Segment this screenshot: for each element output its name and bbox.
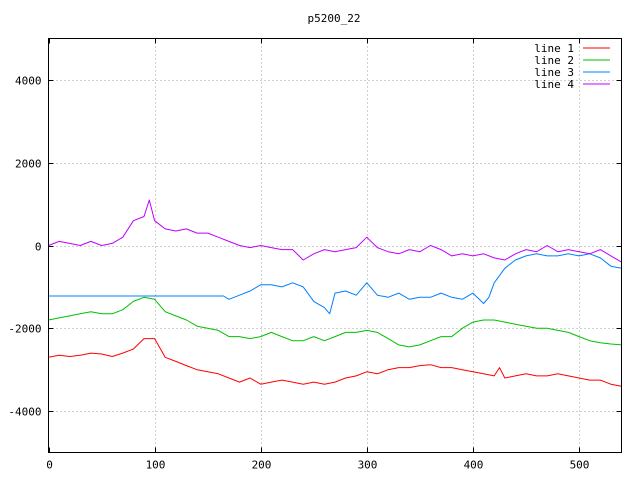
series-line-1 [48, 338, 622, 387]
y-tick-label: -4000 [8, 406, 41, 419]
x-tick-label: 300 [358, 459, 378, 472]
x-tick-label: 0 [46, 459, 53, 472]
chart-title: p5200_22 [308, 12, 361, 25]
x-tick-label: 500 [570, 459, 590, 472]
x-tick-label: 200 [252, 459, 272, 472]
y-tick-label: -2000 [8, 323, 41, 336]
legend-label-3: line 3 [534, 66, 574, 79]
y-tick-label: 4000 [15, 75, 42, 88]
axis-ticks: 0 100 200 300 400 500 -4000 -2000 0 2000 4000 [8, 38, 622, 472]
y-tick-label: 2000 [15, 158, 42, 171]
y-tick-label: 0 [35, 241, 42, 254]
series-line-2 [48, 296, 622, 348]
grid [48, 38, 622, 453]
series-lines [48, 199, 622, 387]
legend-label-1: line 1 [534, 42, 574, 55]
legend-label-4: line 4 [534, 78, 574, 91]
series-line-3 [48, 253, 622, 315]
plot-frame [48, 38, 622, 453]
x-tick-label: 100 [146, 459, 166, 472]
x-tick-label: 400 [464, 459, 484, 472]
legend-label-2: line 2 [534, 54, 574, 67]
series-line-4 [48, 199, 622, 263]
